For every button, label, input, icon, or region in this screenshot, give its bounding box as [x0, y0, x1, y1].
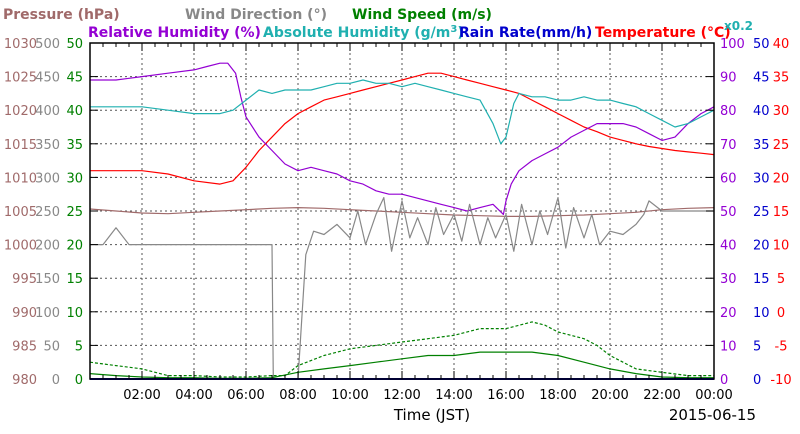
y-tick-rain-rate: 40 — [753, 104, 770, 119]
y-tick-wind-speed: 15 — [66, 272, 83, 287]
y-tick-relative-humidity: 0 — [720, 373, 728, 388]
series-temperature — [90, 72, 715, 185]
y-tick-wind-direction: 300 — [35, 171, 60, 186]
y-tick-temperature: 40 — [773, 37, 790, 52]
legend-temperature: Temperature (°C) — [595, 25, 731, 41]
date-label: 2015-06-15 — [669, 406, 756, 424]
x-tick-label: 02:00 — [123, 388, 160, 403]
y-tick-temperature: 30 — [773, 104, 790, 119]
y-tick-rain-rate: 20 — [753, 239, 770, 254]
y-tick-pressure: 1010 — [4, 171, 37, 186]
y-tick-wind-direction: 450 — [35, 71, 60, 86]
x-tick-label: 16:00 — [487, 388, 524, 403]
y-tick-wind-speed: 30 — [66, 171, 83, 186]
y-tick-pressure: 995 — [12, 272, 37, 287]
y-tick-wind-speed: 40 — [66, 104, 83, 119]
y-tick-wind-speed: 35 — [66, 138, 83, 153]
y-tick-wind-direction: 500 — [35, 37, 60, 52]
legend-abs-scale: x0.2 — [724, 19, 753, 33]
y-tick-wind-direction: 50 — [43, 339, 60, 354]
y-tick-pressure: 1020 — [4, 104, 37, 119]
x-tick-label: 18:00 — [539, 388, 576, 403]
y-tick-pressure: 1015 — [4, 138, 37, 153]
y-tick-wind-speed: 20 — [66, 239, 83, 254]
y-tick-temperature: 10 — [773, 239, 790, 254]
y-tick-rain-rate: 30 — [753, 171, 770, 186]
legend-pressure: Pressure (hPa) — [3, 7, 120, 23]
y-tick-wind-direction: 100 — [35, 306, 60, 321]
y-tick-temperature: -10 — [770, 373, 791, 388]
y-tick-rain-rate: 25 — [753, 205, 770, 220]
y-tick-rain-rate: 35 — [753, 138, 770, 153]
y-tick-pressure: 1005 — [4, 205, 37, 220]
y-tick-rain-rate: 10 — [753, 306, 770, 321]
legend-rain-rate: Rain Rate(mm/h) — [459, 25, 592, 41]
y-tick-temperature: 5 — [777, 272, 785, 287]
y-tick-wind-speed: 45 — [66, 71, 83, 86]
y-tick-pressure: 1025 — [4, 71, 37, 86]
series-relative-humidity — [90, 62, 715, 215]
series-pressure — [89, 207, 715, 217]
y-tick-rain-rate: 50 — [753, 37, 770, 52]
y-tick-relative-humidity: 20 — [720, 306, 737, 321]
y-tick-rain-rate: 0 — [753, 373, 761, 388]
y-tick-wind-direction: 150 — [35, 272, 60, 287]
y-tick-relative-humidity: 60 — [720, 171, 737, 186]
series-absolute-humidity — [90, 79, 715, 145]
y-tick-wind-direction: 250 — [35, 205, 60, 220]
x-tick-label: 14:00 — [435, 388, 472, 403]
legend: Pressure (hPa) Wind Direction (°) Wind Spe… — [3, 7, 753, 41]
y-tick-temperature: 25 — [773, 138, 790, 153]
x-tick-label: 12:00 — [383, 388, 420, 403]
x-tick-label: 20:00 — [591, 388, 628, 403]
y-tick-pressure: 1000 — [4, 239, 37, 254]
x-tick-label: 06:00 — [227, 388, 264, 403]
series-wind-direction — [90, 197, 714, 380]
y-tick-pressure: 1030 — [4, 37, 37, 52]
x-tick-label: 10:00 — [331, 388, 368, 403]
legend-relative-humidity: Relative Humidity (%) — [88, 25, 261, 41]
x-tick-label: 04:00 — [175, 388, 212, 403]
y-tick-relative-humidity: 40 — [720, 239, 737, 254]
y-tick-relative-humidity: 90 — [720, 71, 737, 86]
x-axis-label: Time (JST) — [393, 406, 470, 424]
legend-wind-direction: Wind Direction (°) — [185, 7, 327, 23]
y-tick-pressure: 980 — [12, 373, 37, 388]
y-tick-relative-humidity: 30 — [720, 272, 737, 287]
y-tick-rain-rate: 45 — [753, 71, 770, 86]
y-tick-temperature: 20 — [773, 171, 790, 186]
y-tick-pressure: 985 — [12, 339, 37, 354]
y-tick-rain-rate: 15 — [753, 272, 770, 287]
y-tick-relative-humidity: 80 — [720, 104, 737, 119]
y-tick-relative-humidity: 50 — [720, 205, 737, 220]
legend-absolute-humidity: Absolute Humidity (g/m3) — [263, 24, 464, 41]
x-tick-label: 00:00 — [695, 388, 732, 403]
y-tick-temperature: 35 — [773, 71, 790, 86]
y-tick-pressure: 990 — [12, 306, 37, 321]
x-axis: 02:00 04:00 06:00 08:00 10:00 12:00 14:00 16:00… — [89, 43, 733, 403]
grid — [90, 43, 714, 379]
y-tick-temperature: 15 — [773, 205, 790, 220]
y-tick-relative-humidity: 70 — [720, 138, 737, 153]
y-tick-wind-direction: 400 — [35, 104, 60, 119]
y-tick-wind-direction: 350 — [35, 138, 60, 153]
y-tick-wind-speed: 5 — [75, 339, 83, 354]
y-tick-wind-speed: 25 — [66, 205, 83, 220]
x-tick-label: 22:00 — [643, 388, 680, 403]
legend-wind-speed: Wind Speed (m/s) — [352, 7, 492, 23]
y-tick-temperature: -5 — [775, 339, 788, 354]
y-tick-wind-speed: 0 — [75, 373, 83, 388]
y-tick-relative-humidity: 100 — [720, 37, 745, 52]
y-tick-rain-rate: 5 — [753, 339, 761, 354]
y-tick-relative-humidity: 10 — [720, 339, 737, 354]
y-axes: 9809859909951000100510101015102010251030… — [4, 37, 792, 388]
x-tick-label: 08:00 — [279, 388, 316, 403]
y-tick-wind-speed: 10 — [66, 306, 83, 321]
y-tick-wind-direction: 0 — [52, 373, 60, 388]
y-tick-temperature: 0 — [777, 306, 785, 321]
y-tick-wind-direction: 200 — [35, 239, 60, 254]
y-tick-wind-speed: 50 — [66, 37, 83, 52]
